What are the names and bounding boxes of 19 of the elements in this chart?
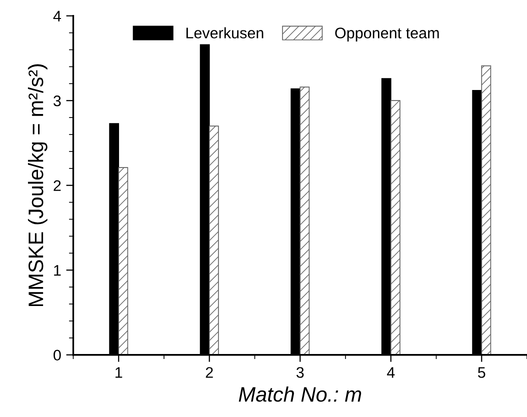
y-tick-label: 4	[53, 10, 61, 22]
x-tick-label: 2	[206, 367, 213, 378]
legend-label: Opponent team	[335, 28, 439, 42]
y-tick-label: 2	[54, 180, 61, 191]
x-axis-title: Match No.: m	[238, 386, 362, 402]
y-tick-label: 1	[54, 265, 61, 276]
legend-label: Leverkusen	[186, 27, 264, 38]
y-tick-label: 0	[54, 350, 61, 361]
x-tick-label: 5	[478, 367, 486, 378]
x-tick-label: 3	[296, 367, 304, 378]
y-axis-title: MMSKE (Joule/kg = m²/s²)	[28, 64, 48, 306]
bar	[118, 167, 128, 355]
y-tick-label: 3	[54, 95, 61, 106]
x-tick-label: 4	[386, 367, 395, 378]
bar	[208, 126, 219, 355]
x-tick-label: 1	[116, 367, 122, 378]
bar	[481, 65, 492, 355]
bar	[390, 100, 400, 355]
bar	[300, 86, 310, 355]
